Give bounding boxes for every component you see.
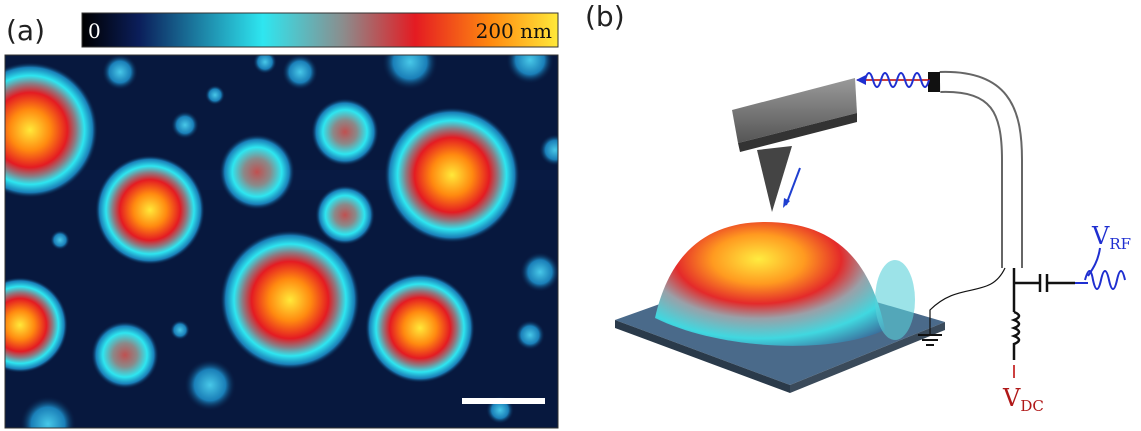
colorbar-max: 200 nm [476,19,552,43]
afm-image [0,34,571,431]
v-dc: VDC [1002,384,1044,415]
figure: (a) 0 200 nm (b) [0,0,1141,431]
panel-label: (a) [6,14,45,47]
cantilever [732,78,857,212]
sample [615,222,945,393]
v-dc-subscript: DC [1020,397,1044,415]
v-rf-subscript: RF [1109,235,1131,253]
colorbar-min: 0 [88,19,101,43]
coax-cable [856,72,1012,268]
v-dc-symbol: V [1002,384,1021,412]
v-rf: VRF [1091,222,1131,253]
panel-label: (b) [585,0,625,33]
scale-bar [462,398,545,404]
v-rf-symbol: V [1091,222,1110,250]
